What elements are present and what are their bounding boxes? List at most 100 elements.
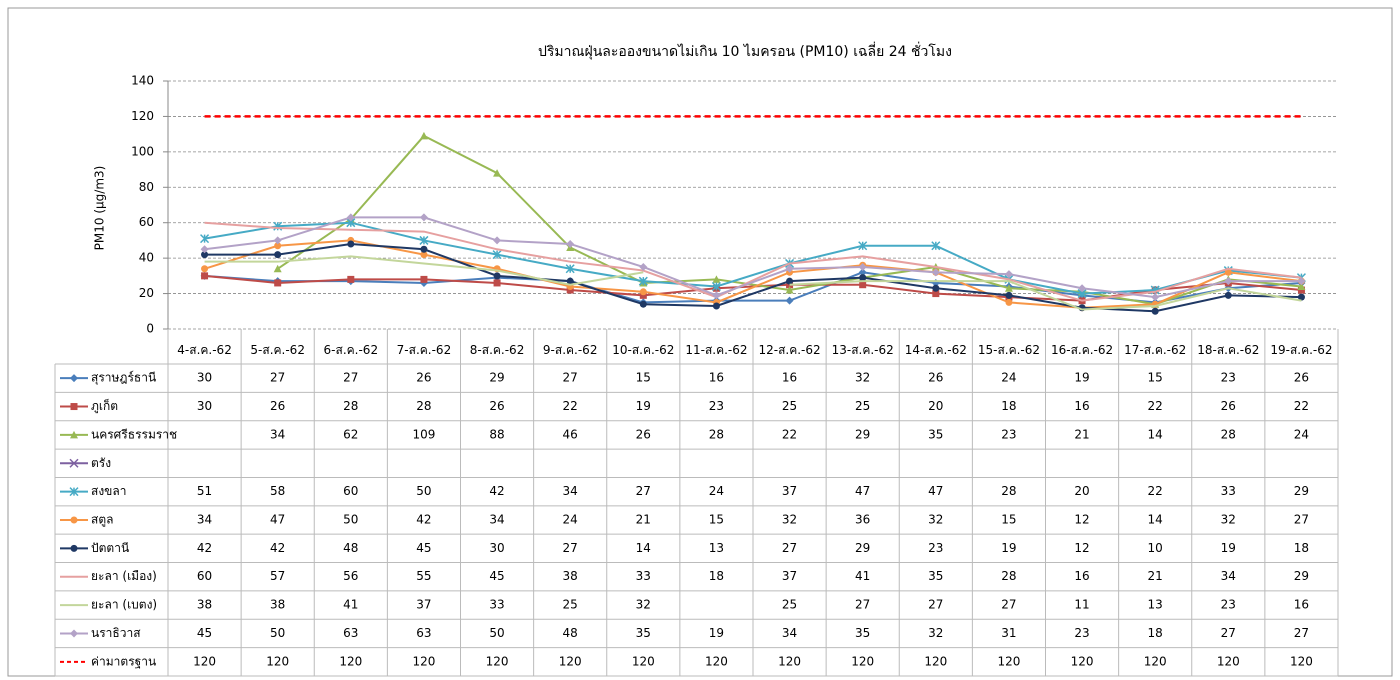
series-line bbox=[204, 255, 1302, 311]
x-tick-label: 17-ส.ค.-62 bbox=[1124, 343, 1186, 357]
y-tick-label: 140 bbox=[131, 74, 154, 88]
legend-label: นราธิวาส bbox=[91, 626, 141, 640]
table-cell: 27 bbox=[1001, 598, 1016, 612]
table-cell: 26 bbox=[636, 427, 651, 441]
marker bbox=[201, 272, 209, 280]
table-cell: 21 bbox=[1074, 427, 1089, 441]
x-tick-label: 6-ส.ค.-62 bbox=[324, 343, 379, 357]
marker bbox=[274, 251, 282, 259]
marker bbox=[785, 286, 794, 294]
table-cell: 32 bbox=[1221, 513, 1236, 527]
table-cell: 42 bbox=[197, 541, 212, 555]
marker bbox=[493, 236, 502, 245]
table-cell: 26 bbox=[1221, 399, 1236, 413]
frame bbox=[7, 7, 1393, 677]
marker bbox=[785, 296, 794, 305]
marker bbox=[712, 302, 720, 310]
y-axis-label: PM10 (µg/m3) bbox=[93, 166, 107, 251]
table-cell: 27 bbox=[782, 541, 797, 555]
marker bbox=[1078, 284, 1087, 293]
x-tick-label: 12-ส.ค.-62 bbox=[758, 343, 820, 357]
marker bbox=[785, 264, 794, 273]
legend-label: สุราษฎร์ธานี bbox=[91, 371, 156, 386]
marker bbox=[200, 245, 209, 254]
marker bbox=[858, 263, 867, 271]
marker bbox=[932, 290, 940, 298]
table-cell: 35 bbox=[928, 569, 943, 583]
table-cell: 12 bbox=[1074, 513, 1089, 527]
x-tick-label: 14-ส.ค.-62 bbox=[905, 343, 967, 357]
marker bbox=[70, 544, 78, 552]
table-cell: 16 bbox=[1294, 598, 1309, 612]
table-cell: 23 bbox=[1221, 371, 1236, 385]
table-cell: 120 bbox=[193, 654, 216, 668]
table-cell: 30 bbox=[197, 399, 212, 413]
x-tick-label: 16-ส.ค.-62 bbox=[1051, 343, 1113, 357]
marker bbox=[419, 213, 428, 222]
marker bbox=[1297, 282, 1306, 290]
table-cell: 55 bbox=[416, 569, 431, 583]
marker bbox=[931, 268, 940, 277]
table-cell: 23 bbox=[1221, 598, 1236, 612]
x-tick-label: 7-ส.ค.-62 bbox=[397, 343, 452, 357]
marker bbox=[420, 251, 428, 259]
legend-label: ปัตตานี bbox=[91, 541, 129, 555]
table-cell: 34 bbox=[270, 427, 285, 441]
table-cell: 120 bbox=[412, 654, 435, 668]
marker bbox=[1004, 284, 1013, 292]
table-cell: 47 bbox=[928, 484, 943, 498]
marker bbox=[931, 241, 941, 251]
marker bbox=[70, 374, 78, 383]
table-cell: 22 bbox=[1148, 399, 1163, 413]
marker bbox=[639, 291, 647, 299]
marker bbox=[1151, 307, 1159, 315]
table-cell: 23 bbox=[1074, 626, 1089, 640]
table-cell: 60 bbox=[197, 569, 212, 583]
table-cell: 28 bbox=[1001, 569, 1016, 583]
marker bbox=[858, 241, 868, 251]
table-cell: 38 bbox=[563, 569, 578, 583]
x-tick-label: 19-ส.ค.-62 bbox=[1270, 343, 1332, 357]
table-cell: 29 bbox=[489, 371, 504, 385]
marker bbox=[712, 291, 721, 300]
table-cell: 23 bbox=[1001, 427, 1016, 441]
table-cell: 28 bbox=[343, 399, 358, 413]
table-cell: 24 bbox=[1001, 371, 1016, 385]
table-cell: 32 bbox=[636, 598, 651, 612]
table-cell: 120 bbox=[1290, 654, 1313, 668]
x-tick-label: 8-ส.ค.-62 bbox=[470, 343, 525, 357]
table-cell: 13 bbox=[1148, 598, 1163, 612]
marker bbox=[70, 516, 78, 524]
marker bbox=[1004, 270, 1013, 279]
marker bbox=[347, 240, 355, 248]
marker bbox=[1297, 286, 1305, 294]
y-tick-label: 100 bbox=[131, 144, 154, 158]
legend-label: นครศรีธรรมราช bbox=[91, 427, 177, 441]
legend-label: ตรัง bbox=[91, 456, 111, 470]
table-cell: 45 bbox=[489, 569, 504, 583]
marker bbox=[347, 275, 355, 283]
x-tick-label: 11-ส.ค.-62 bbox=[685, 343, 747, 357]
marker bbox=[1005, 298, 1013, 306]
table-cell: 27 bbox=[1294, 626, 1309, 640]
table-cell: 11 bbox=[1074, 598, 1089, 612]
table-cell: 15 bbox=[709, 513, 724, 527]
table-cell: 16 bbox=[709, 371, 724, 385]
marker bbox=[69, 487, 79, 497]
table-cell: 19 bbox=[636, 399, 651, 413]
table-cell: 47 bbox=[270, 513, 285, 527]
table-cell: 22 bbox=[1294, 399, 1309, 413]
marker bbox=[1224, 277, 1233, 286]
table-cell: 57 bbox=[270, 569, 285, 583]
legend-label: ยะลา (เบตง) bbox=[91, 598, 157, 612]
table-cell: 63 bbox=[416, 626, 431, 640]
table-cell: 32 bbox=[782, 513, 797, 527]
marker bbox=[859, 274, 867, 282]
table-cell: 33 bbox=[489, 598, 504, 612]
marker bbox=[69, 458, 79, 468]
table-cell: 29 bbox=[1294, 569, 1309, 583]
table-cell: 27 bbox=[1294, 513, 1309, 527]
table-cell: 120 bbox=[266, 654, 289, 668]
marker bbox=[932, 284, 940, 292]
table-cell: 27 bbox=[270, 371, 285, 385]
